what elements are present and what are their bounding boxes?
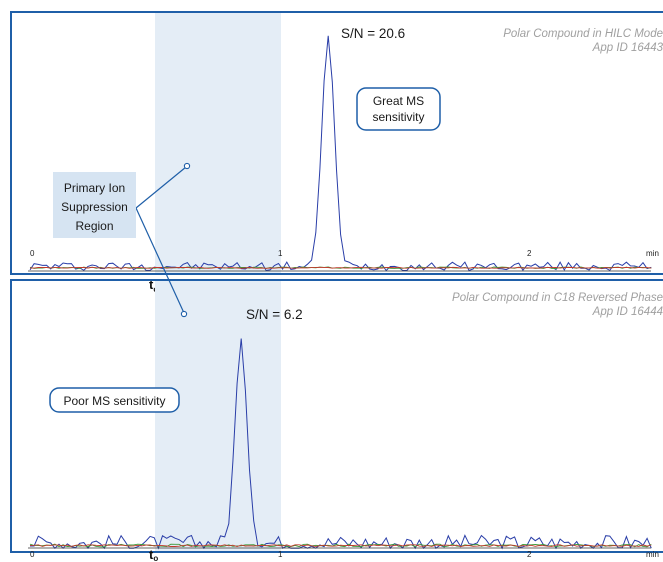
callout-anchor-bottom [180, 310, 188, 318]
trace-top-series-2 [29, 266, 652, 269]
suppression-region-top [155, 13, 281, 273]
sensitivity-badge-top-line1: Great MS [373, 94, 424, 108]
callout-leader-bottom [135, 207, 185, 314]
callout-box [53, 172, 136, 238]
sensitivity-badge-bottom [49, 387, 180, 413]
trace-bottom-series-0 [30, 338, 652, 550]
traces-bottom [29, 338, 652, 550]
panel-title-top-line2: App ID 16443 [592, 42, 663, 54]
callout-leader-top [135, 166, 187, 209]
panel-frame-top [10, 11, 663, 275]
callout-line-1: Primary Ion [64, 181, 125, 195]
panel-frame-bottom [10, 279, 663, 553]
callout-line-3: Region [75, 219, 113, 233]
ion-suppression-callout: Primary Ion Suppression Region [53, 162, 191, 318]
sn-annotation-bottom: S/N = 6.2 [246, 307, 303, 322]
callout-anchor-top [183, 162, 191, 170]
panel-c18: 0 1 2 min to Polar Compound in C18 Rever… [10, 279, 663, 562]
tick-label-top-2: 2 [527, 249, 532, 258]
trace-top-series-0 [29, 35, 652, 272]
sensitivity-badge-top [356, 87, 441, 131]
traces-top [29, 35, 652, 272]
panel-title-top-line1: Polar Compound in HILC Mode [503, 28, 663, 40]
tick-label-bottom-1: 1 [278, 550, 283, 559]
suppression-region-bottom [155, 281, 281, 551]
tick-label-bottom-2: 2 [527, 550, 532, 559]
x-unit-bottom: min [646, 550, 659, 559]
t0-label-bottom: to [149, 547, 158, 562]
sensitivity-badge-top-line2: sensitivity [372, 110, 424, 124]
trace-bottom-series-2 [29, 544, 652, 547]
panel-hilc: 0 1 2 min to Polar Compound in HILC Mode… [10, 11, 663, 294]
callout-line-2: Suppression [61, 200, 128, 214]
sn-annotation-top: S/N = 20.6 [341, 26, 405, 41]
tick-label-bottom-0: 0 [30, 550, 35, 559]
x-unit-top: min [646, 249, 659, 258]
panel-title-bottom-line2: App ID 16444 [592, 306, 663, 318]
panel-title-bottom-line1: Polar Compound in C18 Reversed Phase [452, 292, 663, 304]
tick-label-top-0: 0 [30, 249, 35, 258]
tick-label-top-1: 1 [278, 249, 283, 258]
sensitivity-badge-bottom-text: Poor MS sensitivity [63, 394, 165, 408]
